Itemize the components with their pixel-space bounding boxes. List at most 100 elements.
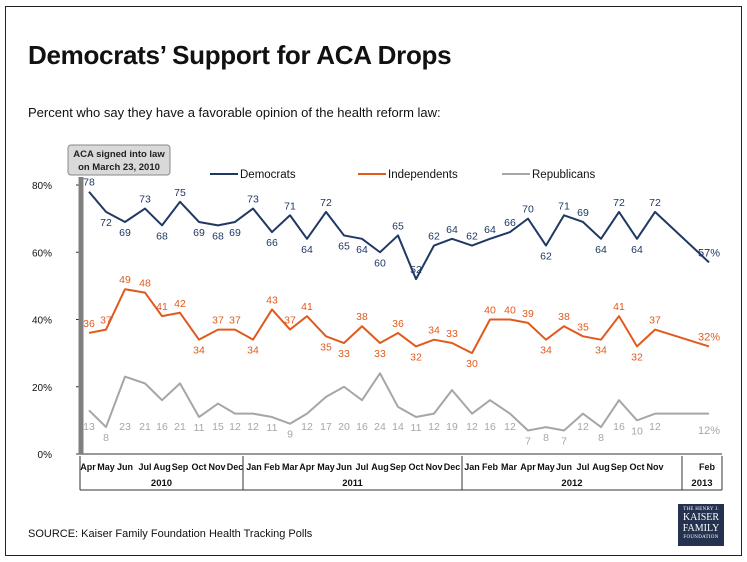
data-label: 16 bbox=[156, 421, 168, 433]
x-tick-label: Aug bbox=[371, 462, 389, 472]
x-tick-label: Nov bbox=[208, 462, 225, 472]
data-label: 42 bbox=[174, 298, 186, 310]
data-label: 72 bbox=[649, 197, 661, 209]
x-tick-label: May bbox=[97, 462, 115, 472]
data-label: 12 bbox=[229, 421, 241, 433]
data-label: 34 bbox=[540, 345, 552, 357]
data-label: 70 bbox=[522, 204, 534, 216]
data-label: 72 bbox=[613, 197, 625, 209]
logo-line-1: THE HENRY J. bbox=[683, 507, 719, 512]
x-tick-label: Apr bbox=[520, 462, 536, 472]
data-label: 62 bbox=[466, 231, 478, 243]
data-label: 13 bbox=[83, 421, 95, 433]
data-label: 12 bbox=[428, 421, 440, 433]
data-label: 33 bbox=[374, 348, 386, 360]
data-label: 37 bbox=[100, 315, 112, 327]
y-tick-label: 20% bbox=[32, 383, 52, 394]
data-label: 16 bbox=[613, 421, 625, 433]
data-label: 8 bbox=[543, 432, 549, 444]
logo-line-2: KAISER bbox=[682, 512, 720, 523]
data-label: 12 bbox=[247, 421, 259, 433]
data-label: 40 bbox=[504, 305, 516, 317]
logo-line-4: FOUNDATION bbox=[683, 535, 719, 540]
data-label: 32% bbox=[698, 331, 720, 343]
data-label: 9 bbox=[287, 429, 293, 441]
data-label: 64 bbox=[484, 224, 496, 236]
data-label: 43 bbox=[266, 294, 278, 306]
x-tick-label: Sep bbox=[172, 462, 189, 472]
x-tick-label: Oct bbox=[629, 462, 644, 472]
data-label: 60 bbox=[374, 257, 386, 269]
data-label: 65 bbox=[338, 240, 350, 252]
data-label: 37 bbox=[212, 315, 224, 327]
data-label: 12% bbox=[698, 425, 720, 437]
data-label: 66 bbox=[266, 237, 278, 249]
source-note: SOURCE: Kaiser Family Foundation Health … bbox=[28, 528, 313, 540]
year-label: 2011 bbox=[342, 478, 363, 489]
x-tick-label: Jan bbox=[246, 462, 262, 472]
logo-line-3: FAMILY bbox=[682, 523, 720, 534]
data-label: 12 bbox=[649, 421, 661, 433]
data-label: 21 bbox=[174, 421, 186, 433]
data-label: 37 bbox=[229, 315, 241, 327]
page-title: Democrats’ Support for ACA Drops bbox=[28, 40, 452, 70]
data-label: 72 bbox=[100, 217, 112, 229]
data-label: 12 bbox=[466, 421, 478, 433]
data-label: 38 bbox=[356, 311, 368, 323]
data-label: 64 bbox=[356, 244, 368, 256]
data-label: 23 bbox=[119, 421, 131, 433]
data-label: 41 bbox=[301, 301, 313, 313]
data-label: 75 bbox=[174, 187, 186, 199]
data-label: 69 bbox=[119, 227, 131, 239]
data-label: 64 bbox=[446, 224, 458, 236]
x-tick-label: Nov bbox=[425, 462, 442, 472]
data-label: 11 bbox=[194, 422, 205, 434]
data-label: 37 bbox=[649, 315, 661, 327]
data-label: 12 bbox=[301, 421, 313, 433]
data-label: 71 bbox=[558, 200, 570, 212]
data-label: 64 bbox=[631, 244, 643, 256]
data-label: 8 bbox=[103, 432, 109, 444]
data-label: 73 bbox=[247, 194, 259, 206]
data-label: 64 bbox=[301, 244, 313, 256]
data-label: 78 bbox=[83, 177, 95, 189]
data-label: 14 bbox=[392, 421, 404, 433]
x-tick-label: May bbox=[537, 462, 555, 472]
data-label: 69 bbox=[577, 207, 589, 219]
series-line-republicans bbox=[88, 372, 709, 432]
data-label: 34 bbox=[428, 325, 440, 337]
data-label: 20 bbox=[338, 421, 350, 433]
year-label: 2010 bbox=[151, 478, 172, 489]
x-tick-label: Jun bbox=[117, 462, 133, 472]
data-label: 36 bbox=[83, 318, 95, 330]
data-label: 52 bbox=[410, 264, 422, 276]
data-label: 34 bbox=[247, 345, 259, 357]
x-tick-label: Feb bbox=[482, 462, 499, 472]
annotation-line-2: on March 23, 2010 bbox=[78, 162, 160, 173]
y-tick-label: 0% bbox=[38, 450, 53, 461]
data-label: 32 bbox=[631, 351, 643, 363]
x-tick-label: Mar bbox=[282, 462, 299, 472]
data-label: 8 bbox=[598, 432, 604, 444]
data-label: 11 bbox=[411, 422, 422, 434]
data-label: 34 bbox=[595, 345, 607, 357]
chart-frame bbox=[5, 6, 742, 556]
y-tick-label: 40% bbox=[32, 316, 52, 327]
data-label: 36 bbox=[392, 318, 404, 330]
data-label: 62 bbox=[540, 251, 552, 263]
data-label: 40 bbox=[484, 305, 496, 317]
x-tick-label: Jul bbox=[355, 462, 368, 472]
x-tick-label: Aug bbox=[153, 462, 171, 472]
x-tick-label: Feb bbox=[699, 462, 716, 472]
x-tick-label: Jan bbox=[464, 462, 480, 472]
data-label: 17 bbox=[320, 421, 332, 433]
x-tick-label: Jun bbox=[336, 462, 352, 472]
year-label: 2012 bbox=[561, 478, 582, 489]
data-label: 11 bbox=[267, 422, 278, 434]
x-tick-label: Apr bbox=[80, 462, 96, 472]
data-label: 49 bbox=[119, 274, 131, 286]
data-label: 65 bbox=[392, 220, 404, 232]
x-tick-label: Aug bbox=[592, 462, 610, 472]
x-tick-label: May bbox=[317, 462, 335, 472]
